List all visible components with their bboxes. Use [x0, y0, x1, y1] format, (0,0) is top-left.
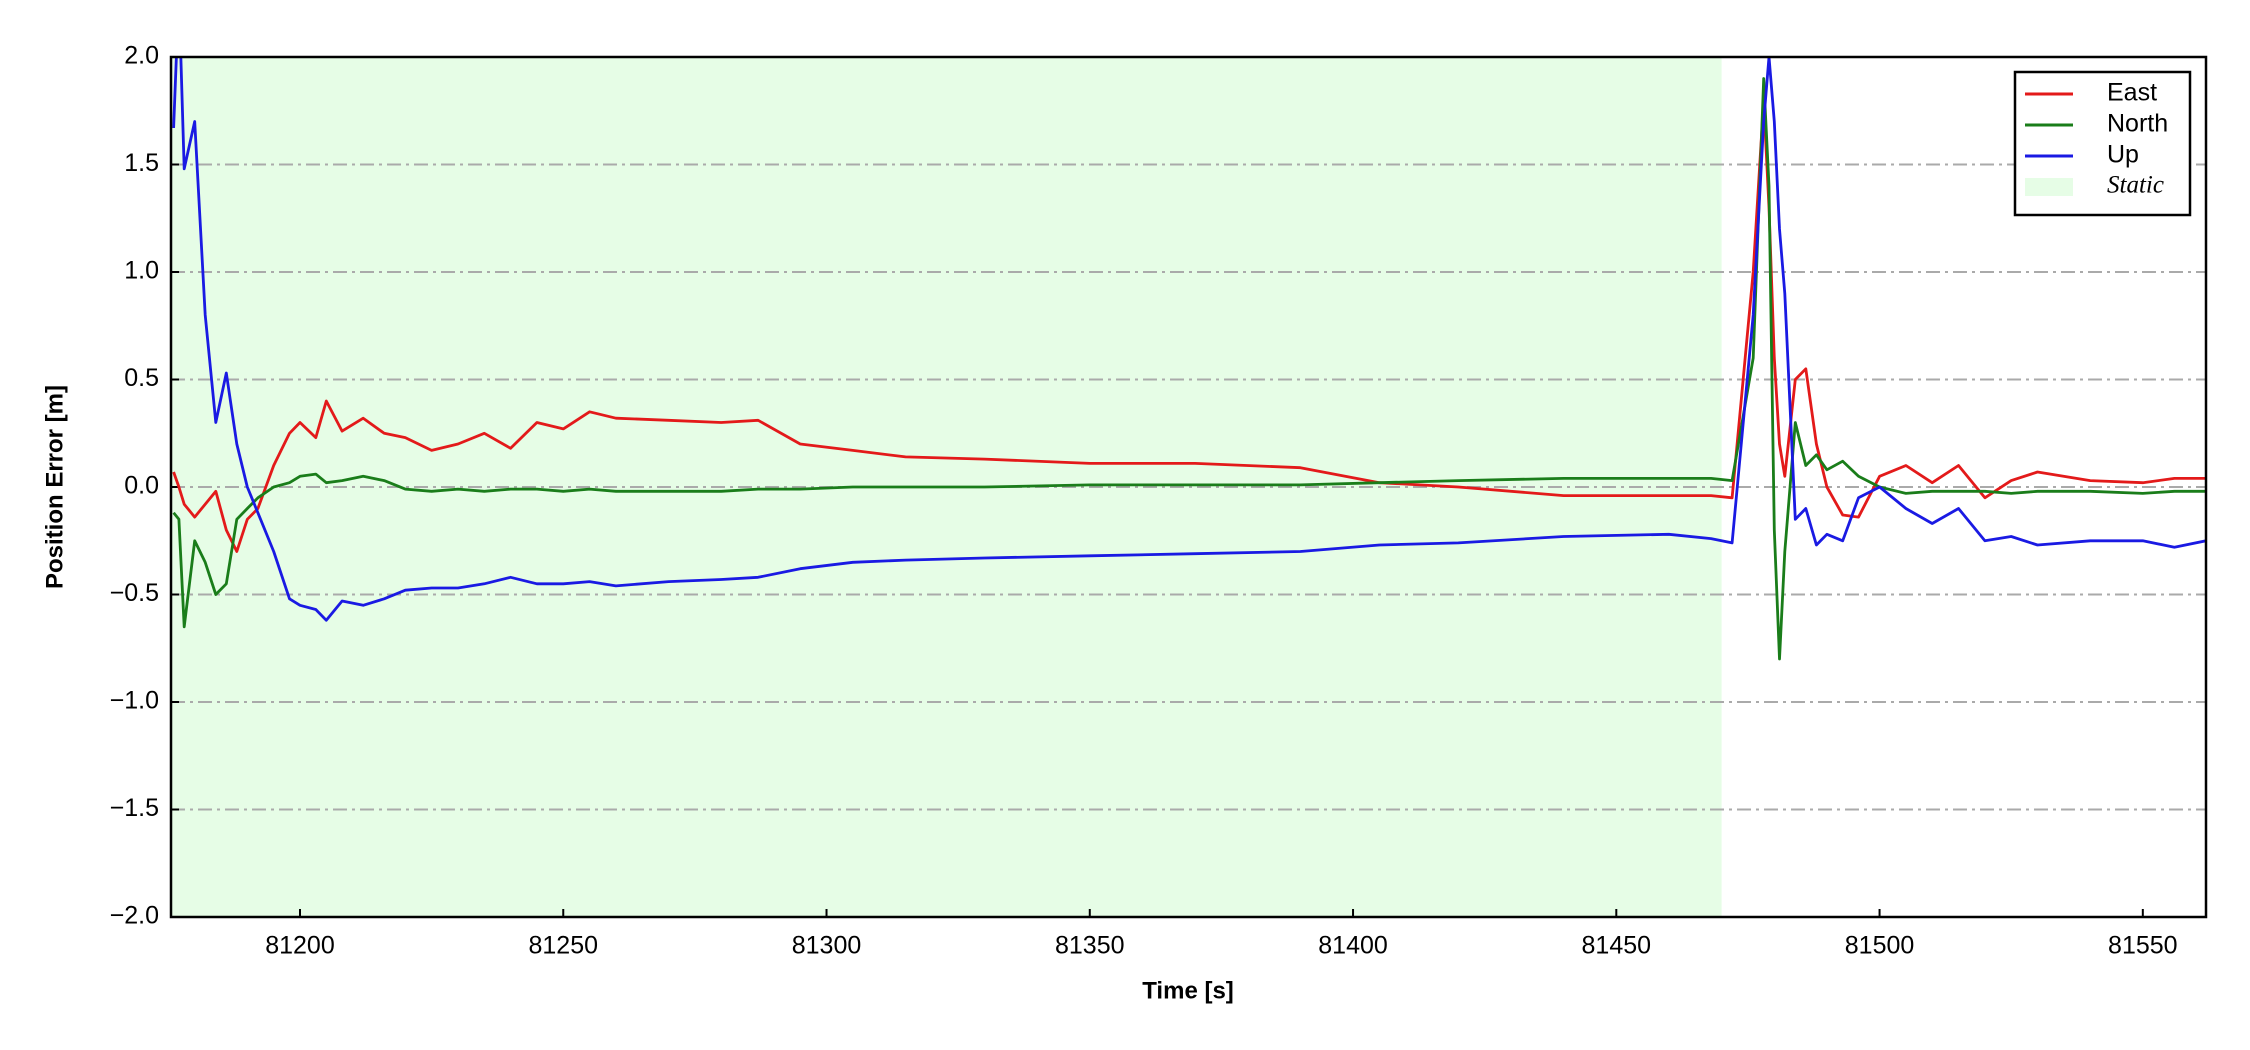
series-line — [172, 77, 2206, 661]
plot-lines — [172, 57, 2206, 661]
y-tick-label: 0.5 — [124, 364, 159, 392]
x-tick-label: 81550 — [2108, 932, 2178, 960]
x-tick-label: 81500 — [1845, 932, 1915, 960]
y-tick-label: 0.0 — [124, 472, 159, 500]
legend-label: Up — [2107, 141, 2139, 169]
y-axis-label: Position Error [m] — [41, 385, 68, 589]
series-line — [172, 57, 2206, 622]
y-tick-label: −1.5 — [110, 794, 159, 822]
y-tick-label: 1.0 — [124, 257, 159, 285]
y-tick-label: −2.0 — [110, 902, 159, 930]
legend-label: Static — [2107, 172, 2164, 199]
x-tick-label: 81250 — [528, 932, 598, 960]
x-tick-label: 81300 — [792, 932, 862, 960]
y-tick-label: 2.0 — [124, 42, 159, 70]
x-tick-label: 81350 — [1055, 932, 1125, 960]
legend-swatch — [2025, 178, 2073, 196]
x-tick-label: 81200 — [265, 932, 335, 960]
x-tick-label: 81450 — [1582, 932, 1652, 960]
y-tick-label: −0.5 — [110, 579, 159, 607]
legend-label: North — [2107, 110, 2168, 138]
plot-frame — [169, 55, 2208, 919]
x-tick-label: 81400 — [1318, 932, 1388, 960]
series-line — [172, 98, 2206, 553]
y-tick-label: 1.5 — [124, 149, 159, 177]
y-tick-label: −1.0 — [110, 687, 159, 715]
x-axis-label: Time [s] — [1142, 977, 1234, 1004]
legend-label: East — [2107, 79, 2157, 107]
